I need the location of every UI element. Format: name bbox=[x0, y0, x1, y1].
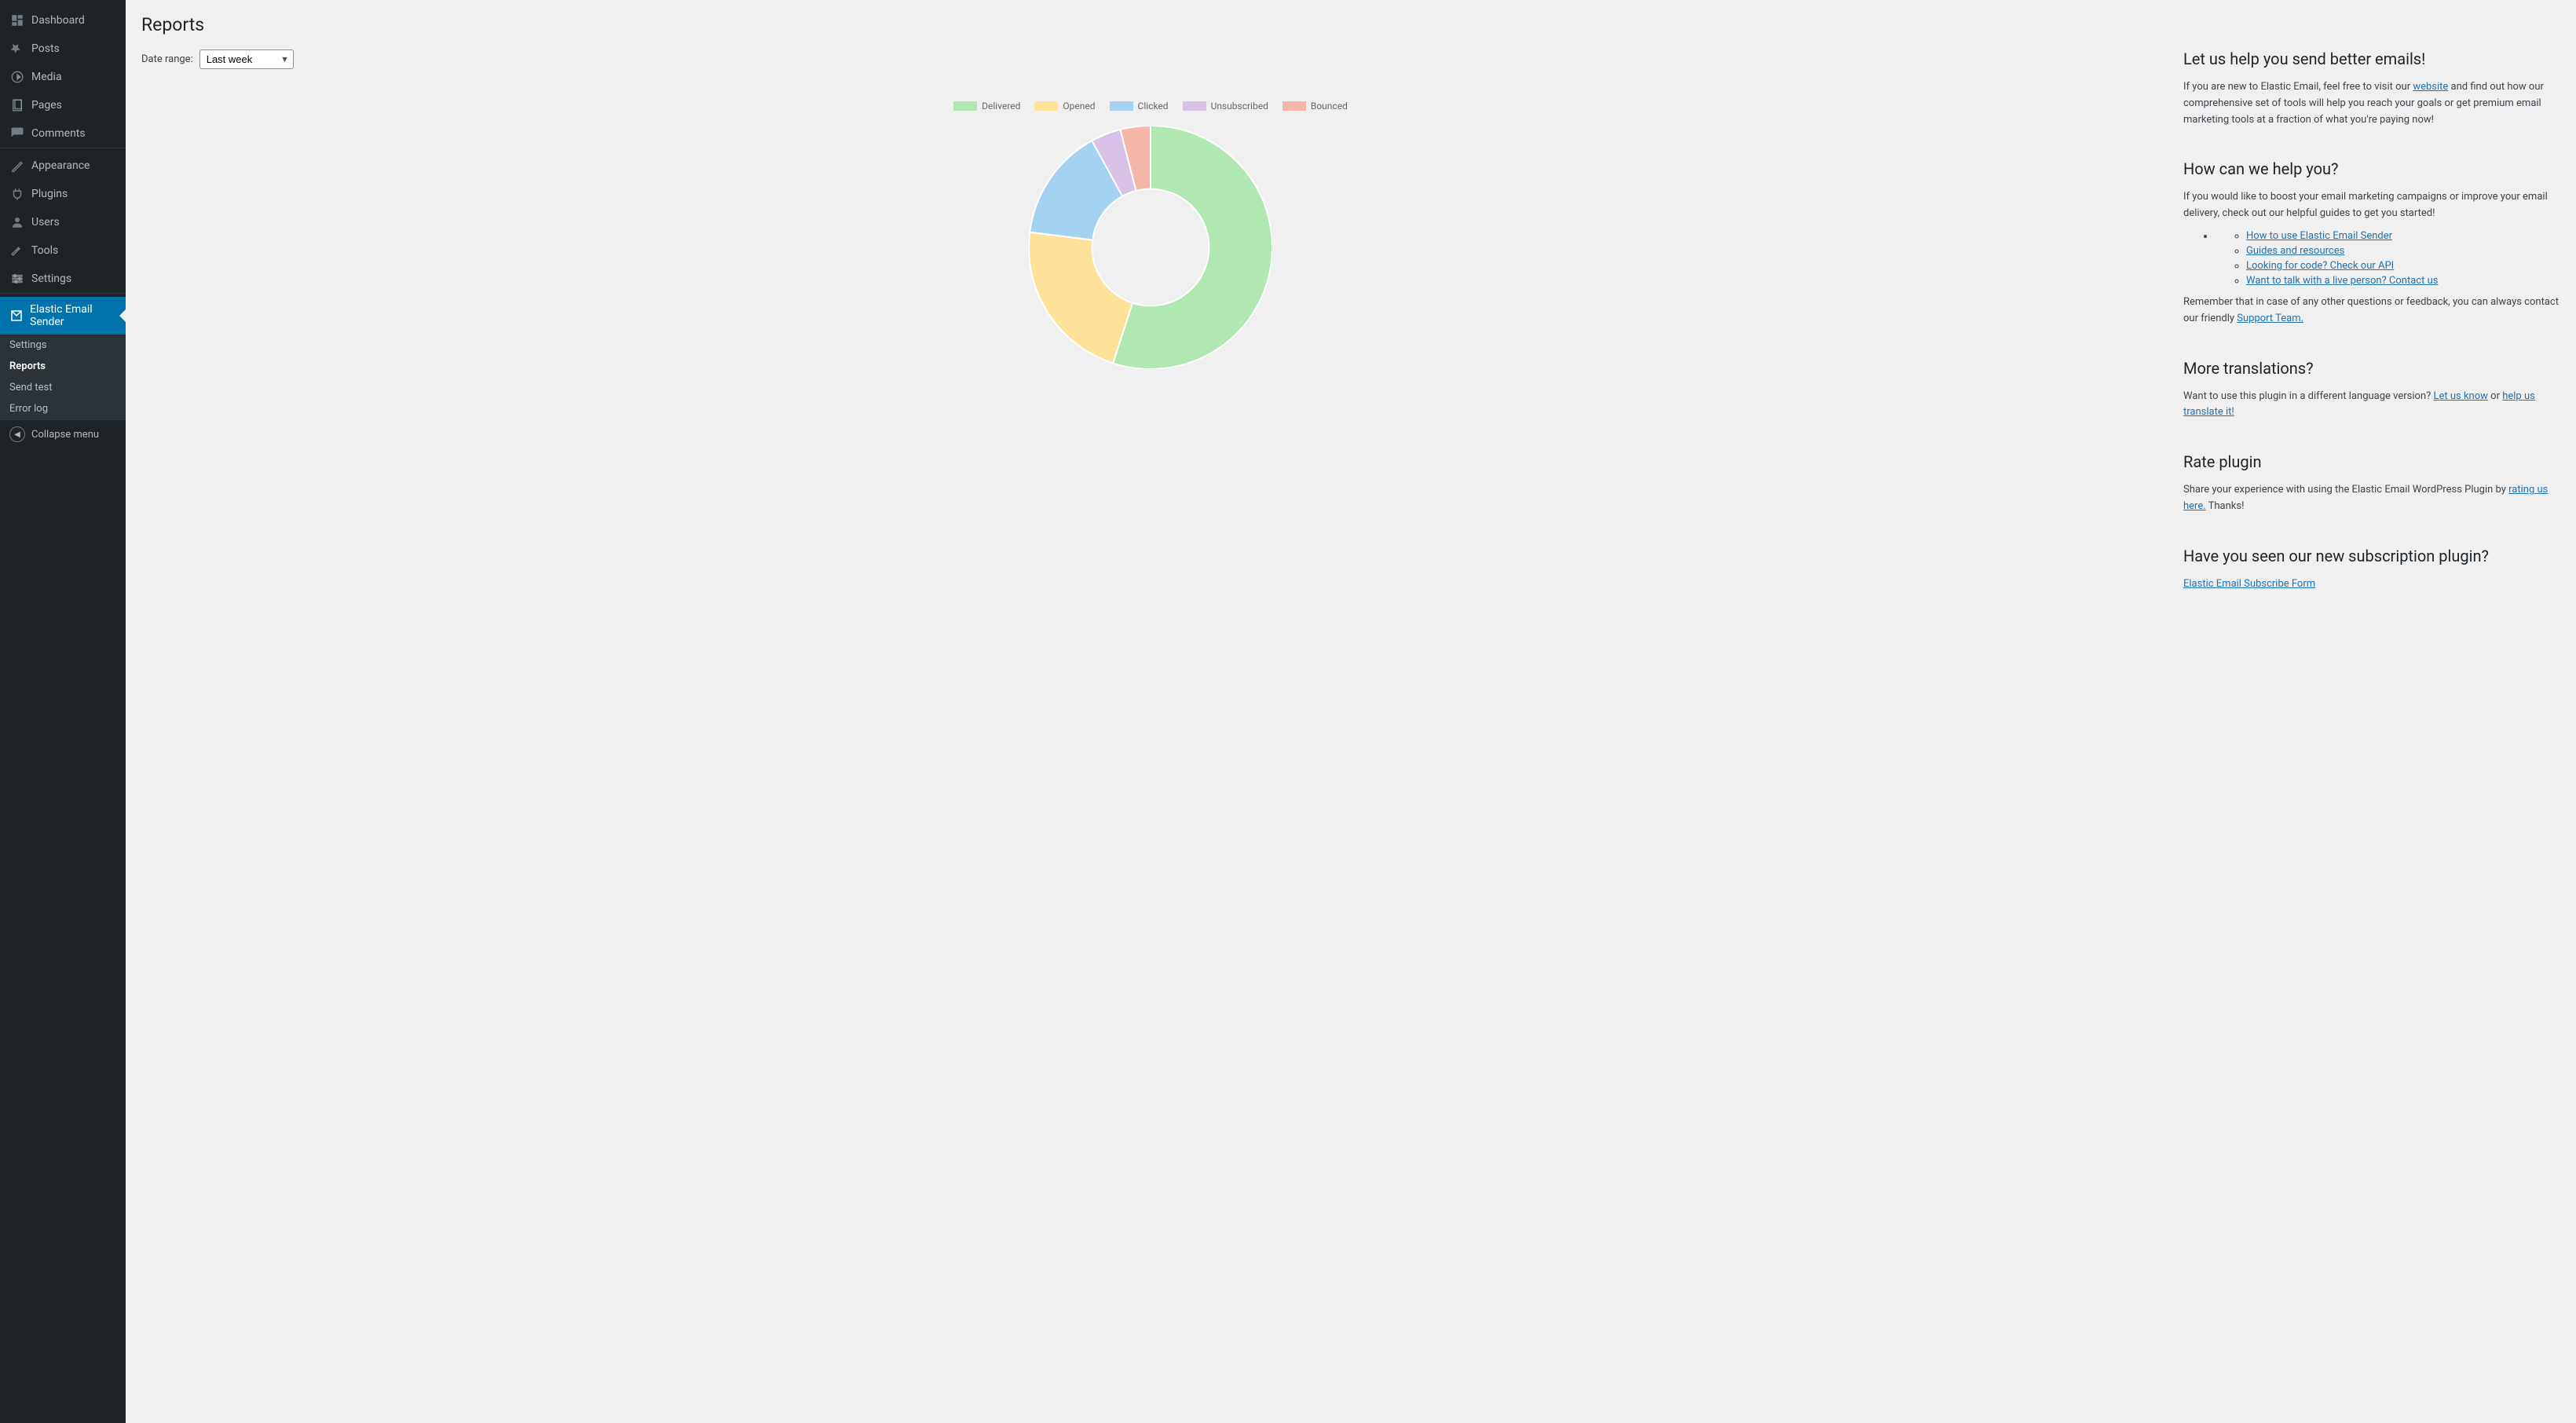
legend-swatch bbox=[953, 101, 977, 111]
list-item: Want to talk with a live person? Contact… bbox=[2246, 275, 2560, 287]
sidebar-item-posts[interactable]: Posts bbox=[0, 35, 126, 63]
help-section-subscribe: Have you seen our new subscription plugi… bbox=[2183, 547, 2560, 593]
legend-item-clicked: Clicked bbox=[1110, 101, 1169, 112]
mail-icon bbox=[9, 308, 24, 324]
sidebar-item-dashboard[interactable]: Dashboard bbox=[0, 6, 126, 35]
section-title: How can we help you? bbox=[2183, 159, 2560, 178]
legend-swatch bbox=[1034, 101, 1058, 111]
sidebar-item-pages[interactable]: Pages bbox=[0, 91, 126, 119]
media-icon bbox=[9, 69, 25, 85]
section-title: Let us help you send better emails! bbox=[2183, 49, 2560, 68]
dashboard-icon bbox=[9, 13, 25, 28]
section-paragraph: If you are new to Elastic Email, feel fr… bbox=[2183, 79, 2560, 128]
collapse-menu-button[interactable]: ◀ Collapse menu bbox=[0, 419, 126, 448]
collapse-label: Collapse menu bbox=[31, 429, 99, 441]
date-range-control: Date range: Last week bbox=[141, 49, 2160, 69]
api-link[interactable]: Looking for code? Check our API bbox=[2246, 260, 2394, 272]
section-title: Rate plugin bbox=[2183, 452, 2560, 471]
help-section-how: How can we help you? If you would like t… bbox=[2183, 159, 2560, 327]
date-range-label: Date range: bbox=[141, 53, 193, 65]
donut-chart-svg bbox=[1029, 126, 1272, 369]
legend-label: Delivered bbox=[982, 101, 1020, 112]
sidebar-item-label: Users bbox=[31, 216, 60, 229]
sidebar-item-appearance[interactable]: Appearance bbox=[0, 152, 126, 180]
sidebar-item-media[interactable]: Media bbox=[0, 63, 126, 91]
sidebar-item-label: Tools bbox=[31, 244, 58, 257]
sidebar-item-settings[interactable]: Settings bbox=[0, 265, 126, 293]
sidebar-submenu: SettingsReportsSend testError log bbox=[0, 335, 126, 419]
list-item: How to use Elastic Email Sender bbox=[2246, 230, 2560, 242]
main-content: Reports Date range: Last week Delivered O… bbox=[126, 0, 2576, 1423]
sidebar-item-label: Media bbox=[31, 71, 62, 83]
sidebar-sub-error-log[interactable]: Error log bbox=[0, 398, 126, 419]
legend-label: Unsubscribed bbox=[1211, 101, 1268, 112]
sidebar-item-label: Posts bbox=[31, 42, 60, 55]
page-title: Reports bbox=[141, 14, 2560, 35]
section-paragraph: Remember that in case of any other quest… bbox=[2183, 294, 2560, 327]
page-icon bbox=[9, 97, 25, 113]
list-item: Looking for code? Check our API bbox=[2246, 260, 2560, 272]
how-to-link[interactable]: How to use Elastic Email Sender bbox=[2246, 230, 2392, 242]
admin-sidebar: Dashboard Posts Media Pages Comments Appeara… bbox=[0, 0, 126, 1423]
email-stats-chart: Delivered Opened Clicked Unsubscribed Bounce… bbox=[141, 85, 2160, 385]
guides-link[interactable]: Guides and resources bbox=[2246, 245, 2344, 257]
help-section-intro: Let us help you send better emails! If y… bbox=[2183, 49, 2560, 128]
date-range-select[interactable]: Last week bbox=[199, 49, 294, 69]
sidebar-item-users[interactable]: Users bbox=[0, 208, 126, 236]
section-paragraph: Share your experience with using the Ela… bbox=[2183, 482, 2560, 515]
section-title: Have you seen our new subscription plugi… bbox=[2183, 547, 2560, 565]
legend-item-opened: Opened bbox=[1034, 101, 1095, 112]
sidebar-item-label: Elastic Email Sender bbox=[30, 303, 116, 328]
tool-icon bbox=[9, 243, 25, 258]
legend-item-unsubscribed: Unsubscribed bbox=[1183, 101, 1268, 112]
sidebar-sub-reports[interactable]: Reports bbox=[0, 356, 126, 377]
help-links-list: How to use Elastic Email Sender Guides a… bbox=[2215, 230, 2560, 287]
sidebar-item-label: Dashboard bbox=[31, 14, 85, 27]
date-range-select-wrap: Last week bbox=[199, 49, 294, 69]
legend-label: Bounced bbox=[1311, 101, 1348, 112]
user-icon bbox=[9, 214, 25, 230]
help-section-translations: More translations? Want to use this plug… bbox=[2183, 359, 2560, 422]
plugin-icon bbox=[9, 186, 25, 202]
sidebar-item-plugins[interactable]: Plugins bbox=[0, 180, 126, 208]
appearance-icon bbox=[9, 158, 25, 174]
section-paragraph: Elastic Email Subscribe Form bbox=[2183, 576, 2560, 593]
settings-icon bbox=[9, 271, 25, 287]
section-paragraph: Want to use this plugin in a different l… bbox=[2183, 389, 2560, 422]
subscribe-form-link[interactable]: Elastic Email Subscribe Form bbox=[2183, 578, 2315, 590]
section-title: More translations? bbox=[2183, 359, 2560, 378]
legend-label: Opened bbox=[1063, 101, 1095, 112]
sidebar-item-label: Pages bbox=[31, 99, 62, 112]
list-item: Guides and resources bbox=[2246, 245, 2560, 257]
website-link[interactable]: website bbox=[2413, 81, 2448, 93]
sidebar-item-label: Comments bbox=[31, 127, 86, 140]
sidebar-item-label: Appearance bbox=[31, 159, 90, 172]
legend-swatch bbox=[1283, 101, 1306, 111]
sidebar-item-label: Plugins bbox=[31, 188, 68, 200]
contact-link[interactable]: Want to talk with a live person? Contact… bbox=[2246, 275, 2438, 287]
legend-swatch bbox=[1110, 101, 1133, 111]
legend-item-delivered: Delivered bbox=[953, 101, 1020, 112]
sidebar-item-tools[interactable]: Tools bbox=[0, 236, 126, 265]
sidebar-item-comments[interactable]: Comments bbox=[0, 119, 126, 148]
help-section-rate: Rate plugin Share your experience with u… bbox=[2183, 452, 2560, 515]
legend-swatch bbox=[1183, 101, 1206, 111]
let-us-know-link[interactable]: Let us know bbox=[2434, 390, 2488, 402]
section-paragraph: If you would like to boost your email ma… bbox=[2183, 189, 2560, 222]
donut-chart-container bbox=[141, 126, 2160, 369]
collapse-icon: ◀ bbox=[9, 426, 25, 442]
sidebar-item-label: Settings bbox=[31, 273, 71, 285]
chart-legend: Delivered Opened Clicked Unsubscribed Bounce… bbox=[141, 101, 2160, 112]
donut-slice-opened bbox=[1029, 232, 1132, 364]
legend-label: Clicked bbox=[1138, 101, 1169, 112]
sidebar-sub-settings[interactable]: Settings bbox=[0, 335, 126, 356]
sidebar-item-elastic-email-sender[interactable]: Elastic Email Sender bbox=[0, 297, 126, 335]
pin-icon bbox=[9, 41, 25, 57]
sidebar-sub-send-test[interactable]: Send test bbox=[0, 377, 126, 398]
support-team-link[interactable]: Support Team. bbox=[2237, 313, 2303, 324]
legend-item-bounced: Bounced bbox=[1283, 101, 1348, 112]
comment-icon bbox=[9, 126, 25, 141]
